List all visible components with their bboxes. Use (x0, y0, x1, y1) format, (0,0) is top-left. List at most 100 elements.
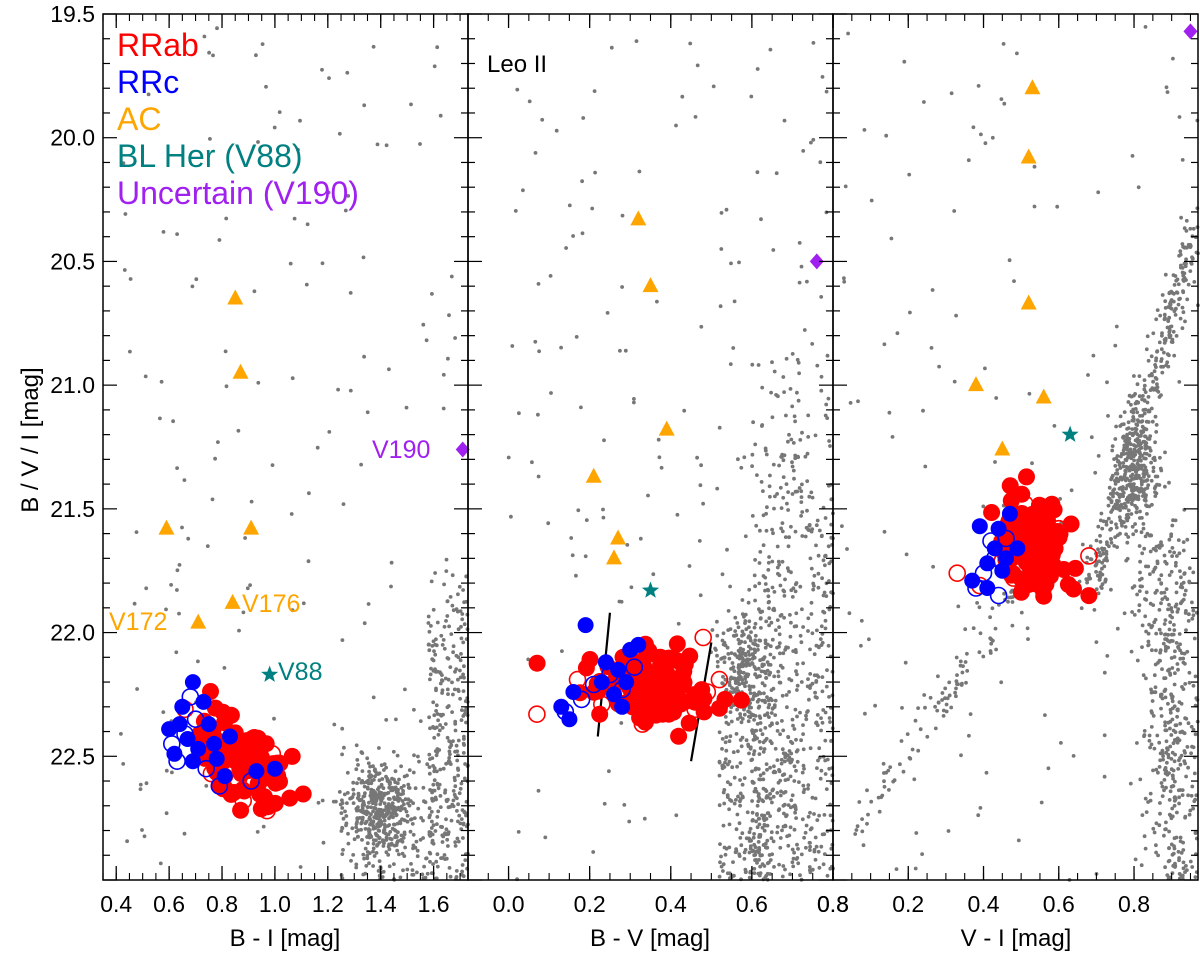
field-star-middle (777, 632, 782, 637)
field-star-middle (720, 681, 725, 685)
field-star-right (859, 643, 863, 648)
field-star-right (1178, 730, 1183, 735)
field-star-middle (776, 780, 781, 785)
field-star-left (207, 50, 212, 55)
field-star-right (1147, 453, 1152, 458)
field-star-right (952, 209, 957, 213)
field-star-right (900, 706, 904, 710)
field-star-right (921, 408, 925, 413)
field-star-left (382, 818, 387, 823)
field-star-right (964, 680, 968, 685)
field-star-right (1167, 829, 1171, 834)
field-star-middle (725, 780, 730, 784)
field-star-left (224, 384, 229, 389)
field-star-middle (515, 87, 520, 92)
field-star-left (413, 845, 418, 850)
field-star-right (993, 626, 998, 631)
field-star-middle (758, 616, 763, 621)
field-star-right (1102, 564, 1107, 569)
x-axis-label-right: V - I [mag] (961, 925, 1072, 952)
field-star-middle (792, 624, 797, 629)
field-star-left (345, 770, 350, 775)
field-star-middle (829, 739, 833, 743)
field-star-right (1167, 627, 1172, 632)
rrab-point-middle (670, 727, 688, 745)
field-star-middle (813, 433, 818, 438)
field-star-middle (783, 823, 788, 828)
field-star-left (425, 762, 430, 767)
field-star-right (1030, 461, 1034, 466)
field-star-right (1176, 538, 1181, 542)
field-star-right (1143, 796, 1148, 801)
field-star-left (377, 785, 381, 790)
field-star-middle (590, 206, 595, 211)
field-star-left (348, 291, 353, 295)
field-star-right (1143, 407, 1148, 412)
field-star-right (1147, 409, 1152, 414)
field-star-middle (717, 730, 722, 735)
field-star-middle (720, 766, 725, 771)
rrab-point-left (232, 801, 250, 819)
field-star-middle (828, 444, 832, 448)
field-star-middle (729, 799, 734, 803)
field-star-middle (776, 674, 781, 679)
field-star-right (1151, 379, 1155, 384)
field-star-middle (782, 802, 787, 807)
field-star-middle (766, 560, 771, 565)
field-star-left (386, 853, 391, 857)
field-star-middle (736, 457, 740, 462)
field-star-middle (784, 356, 789, 361)
field-star-left (343, 208, 348, 213)
field-star-right (1104, 555, 1109, 560)
ac-point-left (243, 519, 260, 535)
field-star-middle (809, 600, 814, 605)
field-star-middle (763, 787, 768, 792)
field-star-left (305, 222, 310, 227)
field-star-middle (791, 864, 796, 869)
field-star-middle (782, 453, 787, 458)
field-star-left (394, 843, 399, 847)
field-star-middle (750, 662, 755, 666)
field-star-middle (782, 594, 787, 598)
field-star-left (438, 113, 443, 118)
field-star-left (397, 852, 401, 857)
field-star-right (1177, 632, 1182, 636)
field-star-middle (721, 631, 726, 636)
field-star-left (438, 681, 443, 686)
field-star-right (1143, 498, 1148, 503)
field-star-middle (815, 713, 820, 717)
field-star-left (428, 672, 433, 677)
field-star-middle (819, 716, 823, 720)
field-star-middle (789, 798, 794, 803)
field-star-middle (809, 566, 814, 571)
label-v176: V176 (242, 590, 300, 618)
field-star-middle (729, 261, 733, 266)
field-star-right (1182, 749, 1187, 753)
field-star-middle (802, 787, 807, 792)
rrab-open-point-middle (661, 665, 680, 684)
ac-point-left (158, 519, 175, 535)
field-star-middle (753, 442, 758, 447)
field-star-left (372, 854, 377, 858)
field-star-middle (738, 761, 743, 765)
field-star-middle (744, 627, 749, 632)
field-star-right (1192, 636, 1197, 641)
field-star-right (1155, 733, 1160, 738)
field-star-right (1190, 865, 1195, 869)
field-star-middle (765, 505, 769, 510)
field-star-middle (737, 260, 741, 265)
rrab-open-point-right (1031, 532, 1049, 550)
field-star-middle (753, 845, 758, 850)
field-star-left (412, 753, 416, 758)
field-star-middle (774, 171, 779, 176)
field-star-right (1139, 530, 1144, 535)
field-star-middle (629, 585, 634, 590)
field-star-middle (811, 137, 816, 142)
field-star-right (1167, 798, 1172, 802)
ac-point-middle (585, 467, 602, 483)
field-star-middle (763, 582, 768, 586)
field-star-left (438, 794, 443, 798)
field-star-middle (778, 845, 783, 850)
blher-point-middle (641, 581, 660, 598)
